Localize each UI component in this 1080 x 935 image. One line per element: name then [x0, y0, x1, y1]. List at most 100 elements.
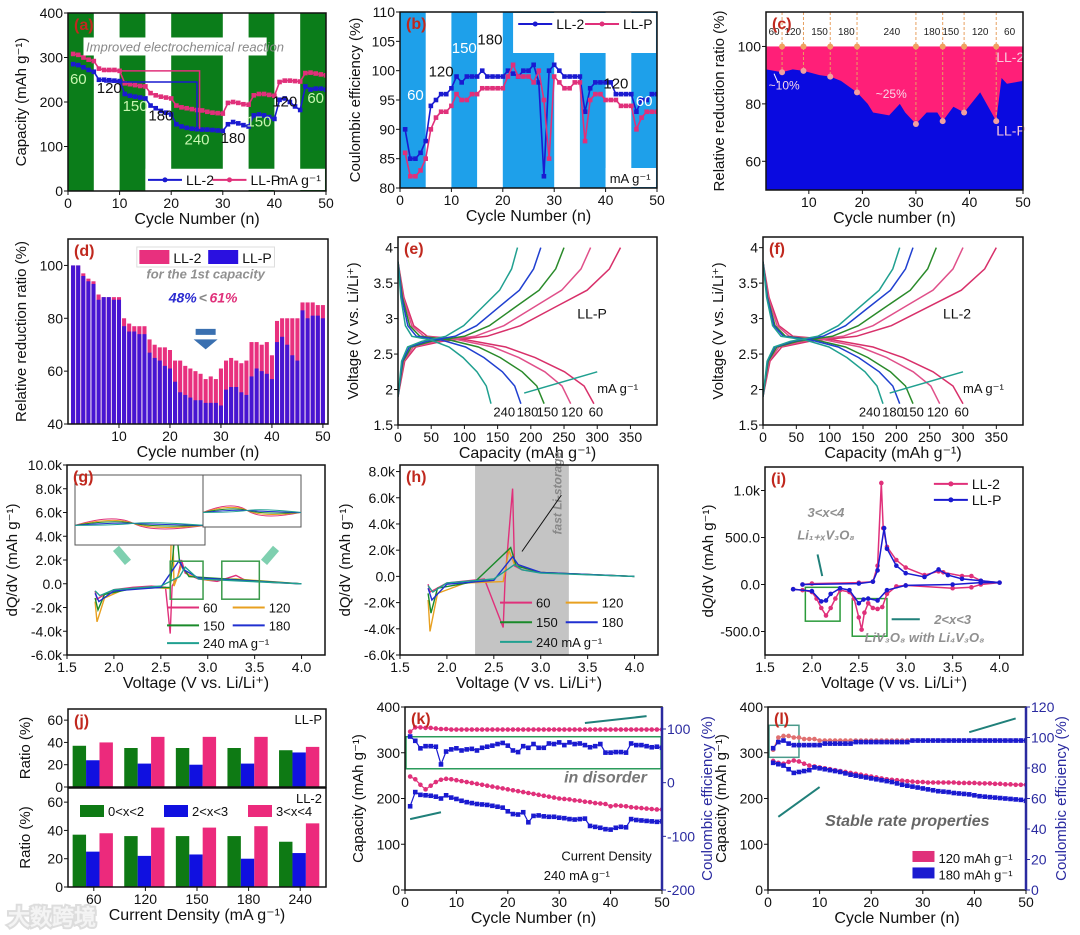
legend-marker	[162, 177, 168, 183]
series-1-point	[613, 825, 619, 831]
rate-label: 180	[838, 27, 855, 38]
x-tick-label: 2.0	[104, 659, 124, 675]
series-3-point	[946, 738, 951, 743]
annotation-text: Improved electrochemical reaction	[86, 39, 284, 54]
series-0-point	[454, 777, 459, 783]
LL-P-point	[153, 93, 159, 98]
x-tick-label: 0	[764, 894, 772, 910]
LL-P-point	[272, 93, 277, 99]
y2-tick-label: 80	[1031, 760, 1047, 776]
region-label: 3<x<4	[808, 505, 846, 520]
series-3-point	[469, 746, 475, 752]
LL-P-point	[634, 127, 639, 132]
x-axis-label: Cycle Number (n)	[834, 910, 959, 927]
series-1-point	[817, 766, 822, 771]
y-tick-label: 40	[47, 822, 63, 838]
LL-P-point	[654, 109, 657, 115]
series-3-point	[889, 739, 895, 745]
series-0-point	[956, 780, 962, 786]
series-LL-2-point	[969, 585, 974, 590]
series-1-point	[832, 768, 838, 774]
y-tick-label: 2.0k	[369, 542, 396, 558]
LL-2-point	[526, 68, 531, 73]
y-tick-label: 40	[47, 416, 63, 432]
series-3-point	[448, 747, 454, 752]
series-LL-P-point	[865, 596, 871, 601]
ll2-label: LL-2	[996, 49, 1024, 65]
y-axis-label: Capacity (mAh g⁻¹)	[713, 734, 730, 863]
series-3-point	[915, 738, 920, 743]
series-2-point	[791, 735, 797, 740]
LL-P-point	[220, 111, 226, 116]
LL-2-point	[189, 126, 195, 131]
legend-swatch	[139, 250, 170, 264]
rate-label: 150	[811, 27, 828, 38]
drop-label: ~25%	[876, 87, 907, 101]
series-2-point	[644, 727, 649, 732]
legend-label: LL-P	[623, 16, 653, 32]
unit-bg	[605, 168, 656, 187]
LL-2-point	[644, 97, 650, 103]
LL-2-point	[163, 110, 169, 115]
series-1-point	[438, 796, 444, 801]
series-1-point	[884, 778, 889, 784]
series-1-point	[433, 794, 439, 799]
panel-letter: (b)	[406, 16, 426, 33]
series-3-point	[832, 741, 838, 746]
plot-frame	[764, 466, 1024, 656]
LL-2-point	[101, 77, 107, 83]
arrow-icon	[968, 717, 1016, 734]
LL-P-point	[292, 78, 298, 84]
x-tick-label: 4.0	[292, 659, 312, 675]
series-3-point	[567, 740, 572, 745]
LL-P-point	[86, 57, 91, 63]
series-2-point	[464, 727, 469, 732]
bar-3<x<4	[202, 736, 217, 787]
series-1-point	[454, 796, 459, 802]
x-tick-label: 200	[885, 429, 909, 445]
bar-ll2	[188, 368, 193, 424]
series-2-point	[562, 727, 567, 732]
series-1-point	[910, 784, 915, 789]
series-3-point	[551, 741, 557, 747]
series-LL-2-point	[879, 480, 884, 486]
series-1-point	[781, 763, 786, 768]
series-1-point	[520, 809, 526, 815]
series-LL-P-point	[818, 599, 824, 604]
marker-dot	[827, 73, 834, 80]
bar-llp	[106, 297, 111, 424]
bar-llp	[234, 387, 239, 424]
x-tick-label: 2.5	[849, 659, 869, 675]
LL-P-point	[256, 91, 262, 97]
series-3-point	[770, 745, 776, 751]
zoom-box	[169, 560, 204, 600]
series-3-point	[639, 742, 644, 748]
series-0-point	[490, 784, 495, 789]
y-tick-label: 20	[47, 757, 63, 773]
x-tick-label: 1.5	[57, 659, 77, 675]
bar-llp	[213, 402, 218, 424]
series-1-point	[464, 799, 469, 805]
region-label: 2<x<3	[933, 612, 972, 627]
LL-P-point	[623, 103, 629, 109]
x-tick-label: 60	[86, 891, 102, 907]
series-0-point	[562, 796, 567, 802]
series-2-point	[474, 727, 480, 732]
annotation-text: fast Li-storage	[550, 451, 564, 534]
series-2-point	[608, 727, 613, 732]
series-0-point	[796, 759, 802, 764]
y-axis-label: Voltage (V vs. Li/Li⁺)	[710, 262, 727, 399]
LL-P-point	[277, 79, 282, 85]
series-3-point	[613, 749, 619, 755]
bar-3<x<4	[151, 827, 165, 887]
legend-swatch	[208, 250, 239, 264]
series-0-point	[531, 791, 536, 797]
x-tick-label: 3.5	[245, 659, 265, 675]
bar-llp	[229, 387, 234, 424]
series-2-point	[454, 727, 459, 732]
LL-P-point	[510, 62, 516, 68]
annotation-text: Stable rate properties	[825, 813, 990, 830]
plot-area	[94, 486, 302, 634]
y-tick-label: 200	[740, 791, 764, 807]
y-tick-label: 2.5	[374, 346, 394, 362]
